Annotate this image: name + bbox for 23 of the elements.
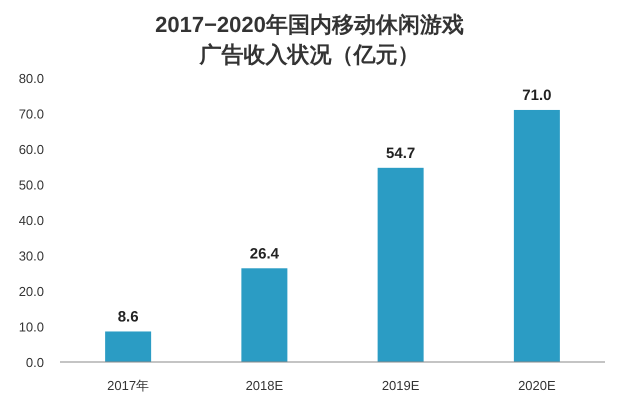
x-tick-label: 2020E	[518, 378, 556, 393]
data-label: 71.0	[522, 86, 552, 104]
bar	[105, 331, 152, 362]
y-tick-label: 60.0	[18, 142, 44, 157]
bar	[378, 168, 424, 362]
bar	[514, 110, 560, 362]
x-tick-label: 2019E	[382, 378, 420, 393]
y-tick-label: 40.0	[18, 213, 44, 228]
chart-title: 2017−2020年国内移动休闲游戏	[155, 12, 464, 37]
y-tick-label: 0.0	[26, 355, 44, 370]
data-label: 54.7	[386, 144, 416, 162]
x-tick-label: 2017年	[107, 378, 150, 393]
y-tick-label: 10.0	[18, 320, 44, 334]
chart-subtitle: 广告收入状况（亿元）	[198, 42, 420, 67]
y-tick-label: 50.0	[18, 178, 44, 192]
y-tick-label: 30.0	[18, 248, 44, 264]
x-tick-label: 2018E	[246, 378, 284, 393]
data-label: 8.6	[118, 308, 139, 326]
bar	[241, 268, 288, 362]
y-tick-label: 20.0	[18, 284, 44, 299]
y-tick-label: 70.0	[18, 106, 44, 122]
y-tick-label: 80.0	[18, 71, 44, 86]
data-label: 26.4	[250, 245, 280, 262]
